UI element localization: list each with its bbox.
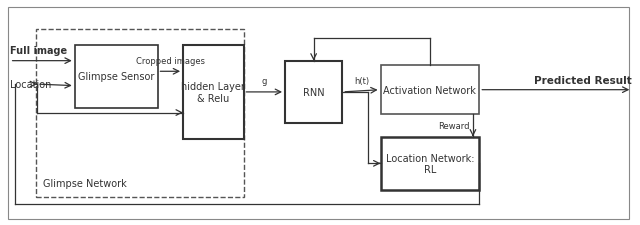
Text: Glimpse Network: Glimpse Network bbox=[43, 178, 127, 188]
Bar bbox=[381, 137, 479, 190]
Bar bbox=[75, 46, 157, 108]
Bar bbox=[183, 46, 244, 139]
Text: g: g bbox=[262, 77, 267, 86]
Text: Location: Location bbox=[10, 80, 51, 90]
Bar bbox=[381, 66, 479, 115]
Text: Location Network:
RL: Location Network: RL bbox=[386, 153, 474, 174]
Text: RNN: RNN bbox=[303, 88, 324, 97]
Text: Reward: Reward bbox=[438, 121, 470, 130]
Text: Cropped images: Cropped images bbox=[136, 56, 205, 65]
Bar bbox=[285, 61, 342, 124]
Bar bbox=[36, 30, 244, 197]
Text: Predicted Result: Predicted Result bbox=[534, 76, 632, 86]
Text: hidden Layer
& Relu: hidden Layer & Relu bbox=[181, 82, 245, 103]
Text: Glimpse Sensor: Glimpse Sensor bbox=[78, 72, 154, 82]
Text: Activation Network: Activation Network bbox=[383, 85, 476, 95]
Text: Full image: Full image bbox=[10, 46, 67, 56]
Text: h(t): h(t) bbox=[354, 77, 369, 86]
